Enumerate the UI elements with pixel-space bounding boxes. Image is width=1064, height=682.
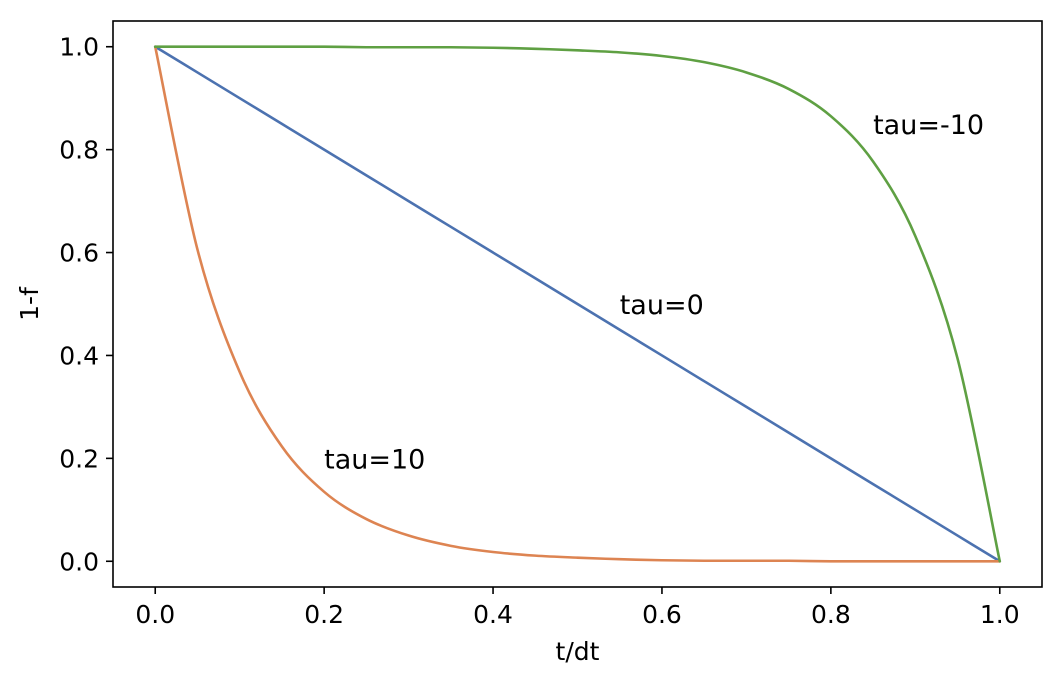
annotation-label: tau=-10 xyxy=(873,110,984,141)
axes-frame xyxy=(112,20,1043,588)
x-tick-label: 0.8 xyxy=(811,600,851,629)
y-tick-label: 0.6 xyxy=(59,239,99,268)
annotations: tau=-10 tau=0 tau=10 xyxy=(324,110,984,475)
y-tick-label: 0.2 xyxy=(59,444,99,473)
annotation-label: tau=0 xyxy=(620,290,704,321)
annotation-label: tau=10 xyxy=(324,444,425,475)
y-tick-label: 0.4 xyxy=(59,341,99,370)
series-line-1 xyxy=(153,45,1002,563)
y-axis-label: 1-f xyxy=(15,286,44,321)
x-tick-label: 0.2 xyxy=(304,600,344,629)
y-tick-label: 1.0 xyxy=(59,33,99,62)
x-axis-label: t/dt xyxy=(556,637,600,666)
series-line-2 xyxy=(153,45,1002,563)
y-tick-label: 0.0 xyxy=(59,547,99,576)
y-tick-label: 0.8 xyxy=(59,136,99,165)
y-axis: 0.0 0.2 0.4 0.6 0.8 1.0 xyxy=(59,33,113,576)
series-group xyxy=(153,45,1002,563)
x-axis: 0.0 0.2 0.4 0.6 0.8 1.0 xyxy=(135,587,1020,629)
series-line-0 xyxy=(153,45,1002,563)
x-tick-label: 1.0 xyxy=(980,600,1020,629)
x-tick-label: 0.0 xyxy=(135,600,175,629)
x-tick-label: 0.4 xyxy=(473,600,513,629)
plot-area xyxy=(153,45,1002,563)
x-tick-label: 0.6 xyxy=(642,600,682,629)
